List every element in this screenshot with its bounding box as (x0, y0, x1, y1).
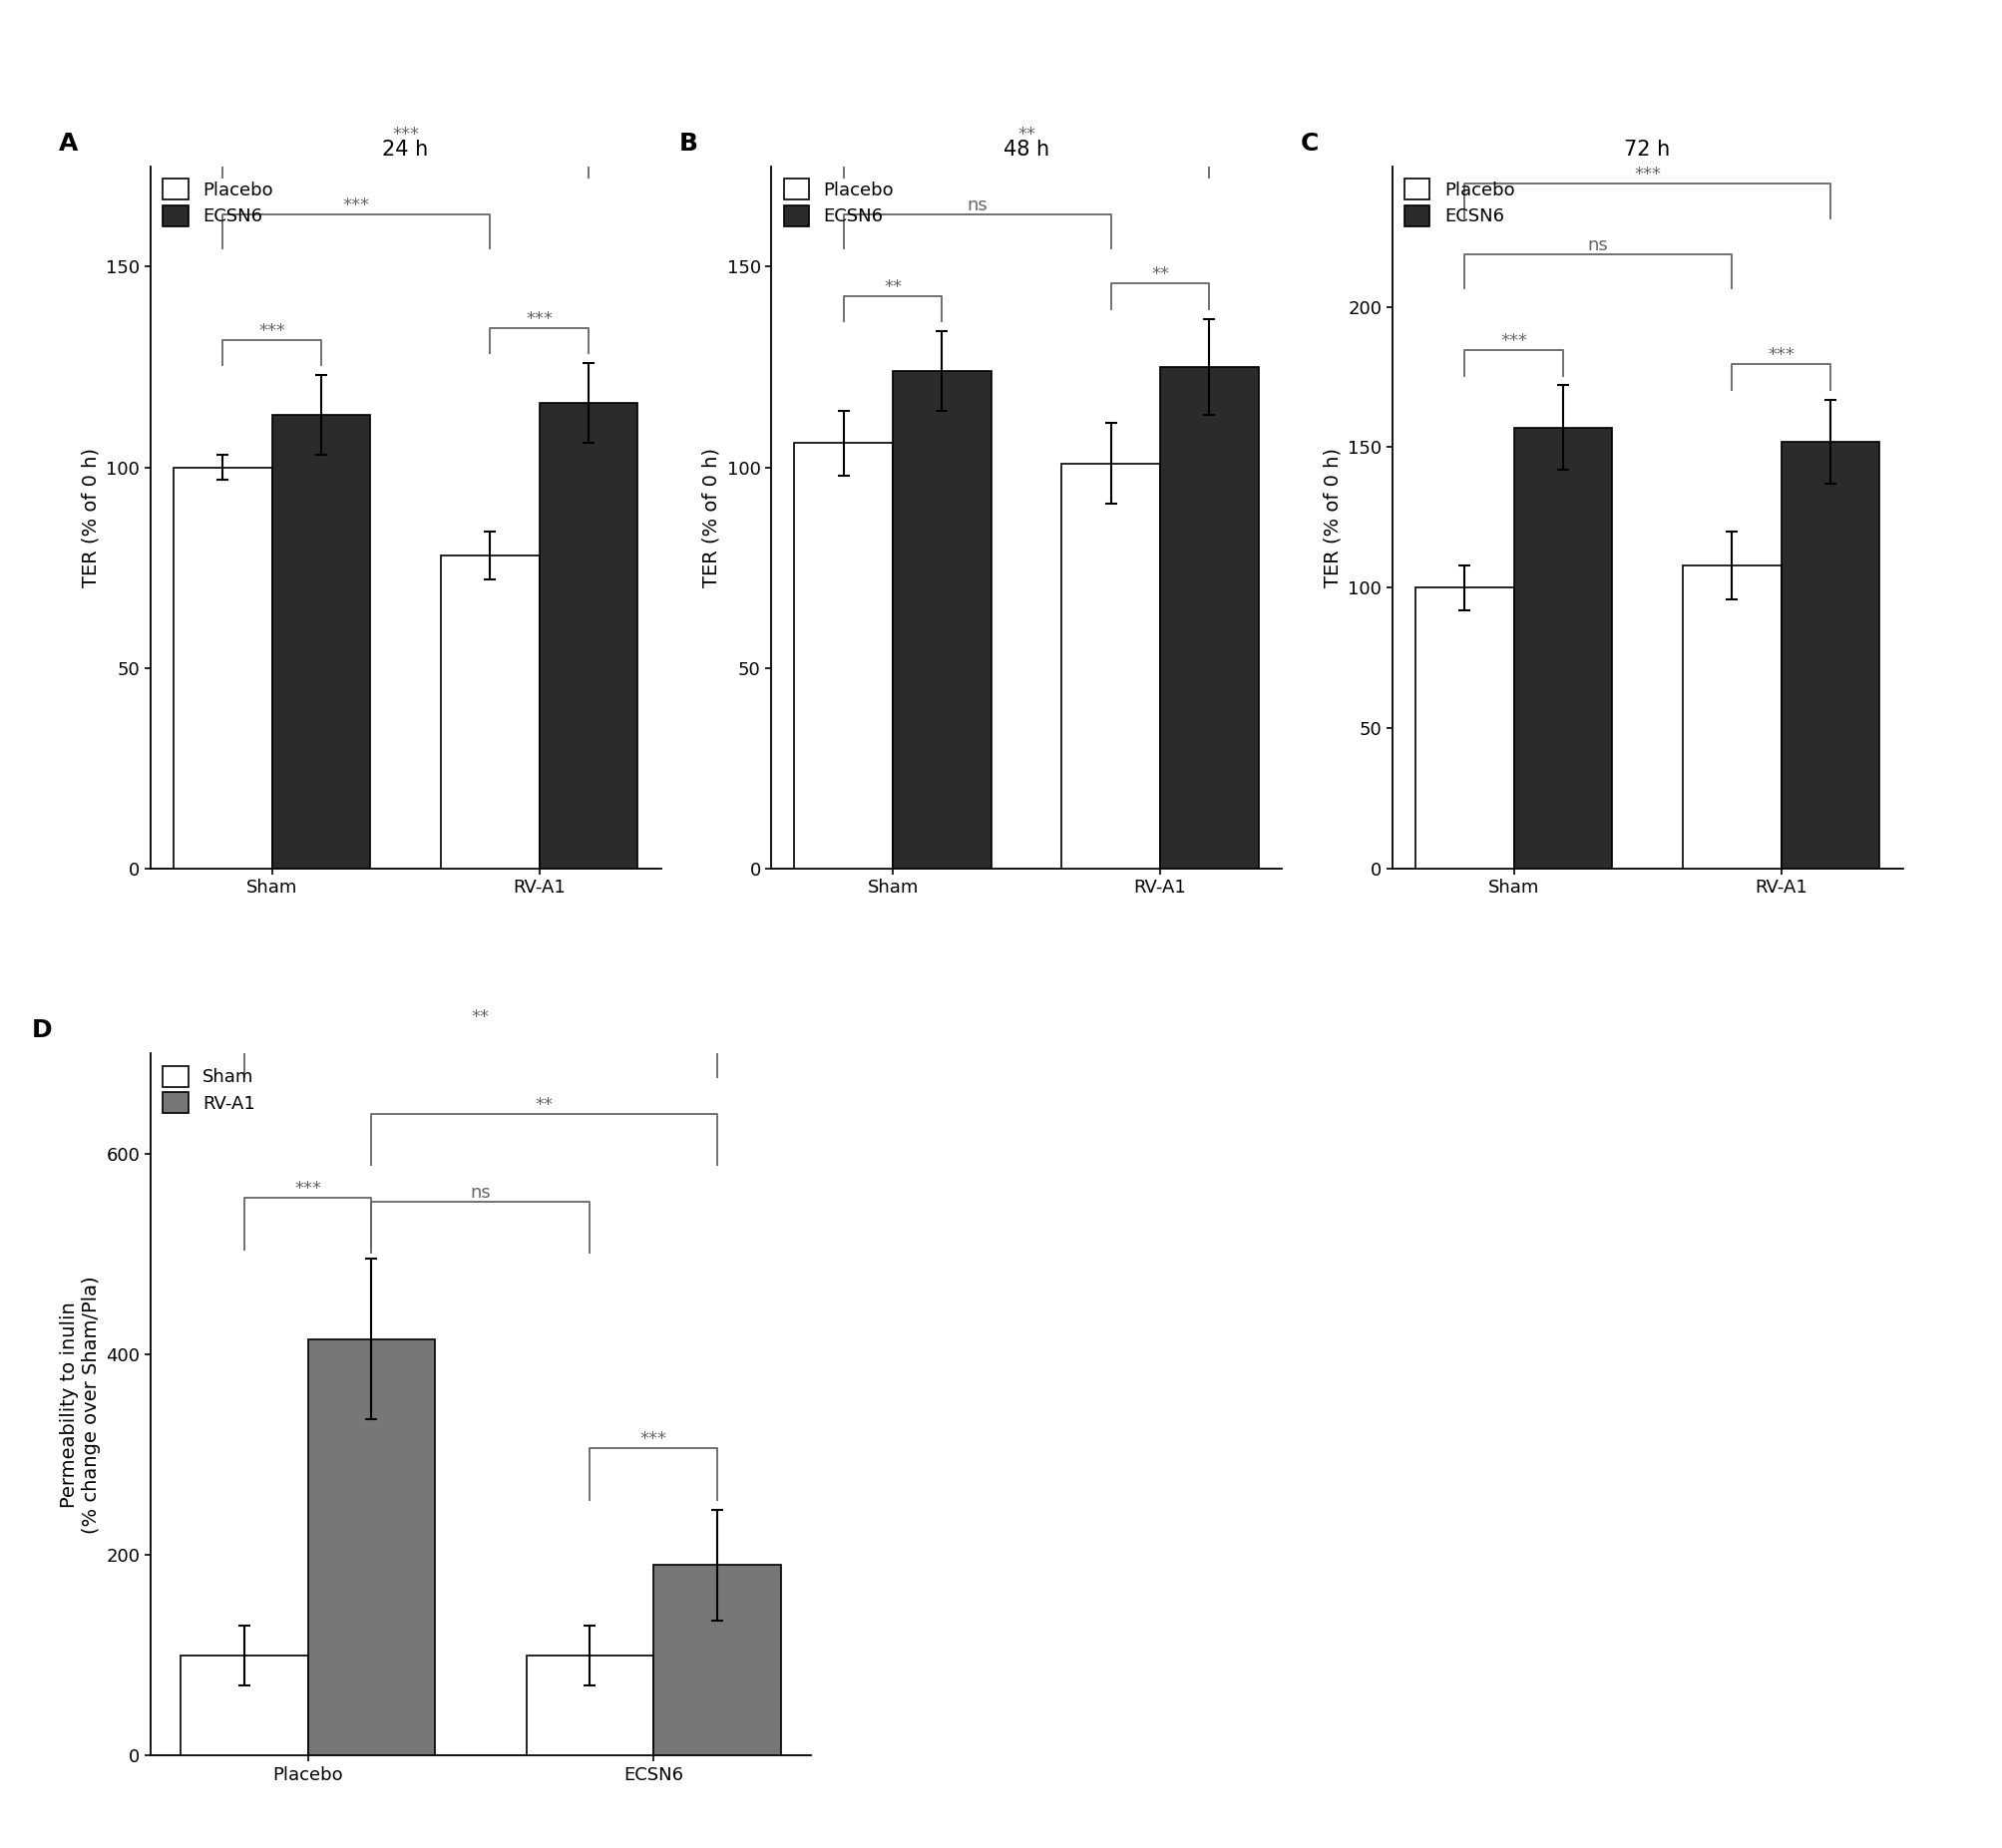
Text: ns: ns (967, 196, 987, 214)
Text: **: ** (535, 1096, 553, 1114)
Legend: Placebo, ECSN6: Placebo, ECSN6 (1399, 176, 1518, 229)
Text: A: A (58, 131, 78, 155)
Bar (1682, 565, 1780, 869)
Bar (180, 1656, 308, 1756)
Bar (527, 1656, 653, 1756)
Bar (1780, 442, 1878, 869)
Bar (440, 556, 539, 869)
Text: B: B (679, 131, 699, 155)
Bar (893, 371, 991, 869)
Bar (272, 416, 370, 869)
Legend: Placebo, ECSN6: Placebo, ECSN6 (779, 176, 897, 229)
Text: C: C (1299, 131, 1317, 155)
Title: 48 h: 48 h (1003, 139, 1049, 159)
Text: ***: *** (1499, 333, 1526, 351)
Bar (539, 403, 637, 869)
Title: 24 h: 24 h (382, 139, 428, 159)
Title: 72 h: 72 h (1624, 139, 1670, 159)
Text: **: ** (1151, 266, 1169, 285)
Text: ns: ns (1588, 237, 1608, 253)
Text: ***: *** (342, 196, 370, 214)
Text: ***: *** (527, 310, 553, 327)
Text: ***: *** (1634, 166, 1660, 185)
Y-axis label: Permeability to inulin
(% change over Sham/Pla): Permeability to inulin (% change over Sh… (60, 1275, 100, 1534)
Text: ***: *** (641, 1430, 667, 1449)
Text: ns: ns (470, 1183, 490, 1201)
Bar (1061, 464, 1159, 869)
Bar (308, 1340, 434, 1756)
Text: **: ** (1017, 126, 1035, 144)
Text: ***: *** (258, 322, 284, 340)
Y-axis label: TER (% of 0 h): TER (% of 0 h) (1323, 447, 1341, 588)
Y-axis label: TER (% of 0 h): TER (% of 0 h) (82, 447, 100, 588)
Text: ***: *** (1768, 346, 1794, 364)
Text: ***: *** (392, 126, 418, 144)
Bar (653, 1565, 781, 1756)
Text: **: ** (883, 277, 901, 296)
Bar (1415, 588, 1514, 869)
Text: ***: *** (294, 1179, 320, 1198)
Legend: Placebo, ECSN6: Placebo, ECSN6 (158, 176, 276, 229)
Bar (795, 444, 893, 869)
Bar (1514, 427, 1612, 869)
Text: **: ** (472, 1007, 488, 1026)
Bar (174, 468, 272, 869)
Bar (1159, 368, 1257, 869)
Legend: Sham, RV-A1: Sham, RV-A1 (158, 1063, 258, 1116)
Text: D: D (32, 1018, 52, 1042)
Y-axis label: TER (% of 0 h): TER (% of 0 h) (703, 447, 721, 588)
